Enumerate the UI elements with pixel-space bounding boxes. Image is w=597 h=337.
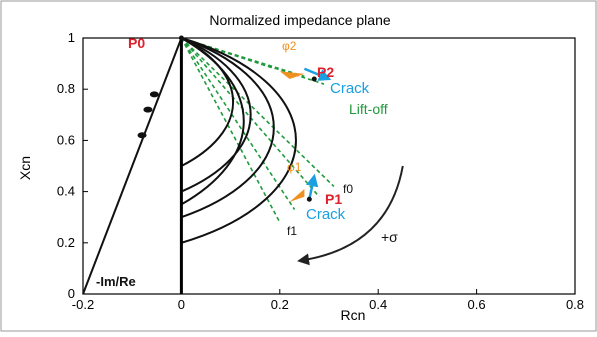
p0-label: P0 [128,35,145,51]
x-tick-label: 0.2 [271,297,289,312]
f0-label: f0 [343,182,353,196]
y-tick-label: 0.8 [57,81,75,96]
y-tick-label: 0.6 [57,132,75,147]
line-dot [137,132,147,139]
p1-label: P1 [325,191,342,207]
chart-title: Normalized impedance plane [209,12,391,28]
x-tick-label: 0.8 [566,297,584,312]
x-tick-label: 0.6 [468,297,486,312]
x-tick-label: 0.4 [369,297,387,312]
crack-label-bottom: Crack [306,206,346,223]
impedance-curve [181,37,275,219]
line-dot [149,91,159,98]
liftoff-label: Lift-off [349,101,388,117]
x-axis-ticks: -0.2 0 0.2 0.4 0.6 0.8 [72,289,584,312]
y-axis-ticks: 0 0.2 0.4 0.6 0.8 1 [57,30,88,301]
y-tick-label: 0.2 [57,235,75,250]
operating-point [178,35,184,41]
phase-wedge [289,189,305,202]
crack-vectors [297,67,404,266]
crack-vector [306,173,319,200]
operating-points [178,35,317,202]
y-axis-label: Xcn [17,156,33,180]
operating-point [311,76,317,82]
y-tick-label: 1 [68,30,75,45]
line-label: -Im/Re [96,274,136,289]
im-re-line [82,37,183,295]
x-axis-label: Rcn [341,307,366,323]
impedance-curves [82,37,297,295]
phi1-label: φ1 [287,160,302,174]
liftoff-line [180,37,296,210]
operating-point [306,196,312,202]
y-tick-label: 0 [68,286,75,301]
annotation-layer: P0 P2 P1 φ2 φ1 Crack Crack Lift-off f0 f… [96,35,398,289]
phase-wedge [279,71,305,79]
x-tick-label: -0.2 [72,297,94,312]
impedance-curve [181,37,297,244]
y-tick-label: 0.4 [57,184,75,199]
sigma-arrow [297,165,404,266]
sigma-label: +σ [381,229,398,245]
phase-markers [279,71,305,202]
line-dot [143,106,153,113]
f1-label: f1 [287,224,297,238]
p2-label: P2 [317,64,334,80]
plot-area [82,37,576,295]
crack-label-top: Crack [330,80,370,97]
liftoff-line [180,37,335,188]
x-tick-label: 0 [178,297,185,312]
impedance-curve [180,37,245,206]
crack-vector [303,67,332,81]
phi2-label: φ2 [282,39,297,53]
impedance-curve [181,37,252,193]
